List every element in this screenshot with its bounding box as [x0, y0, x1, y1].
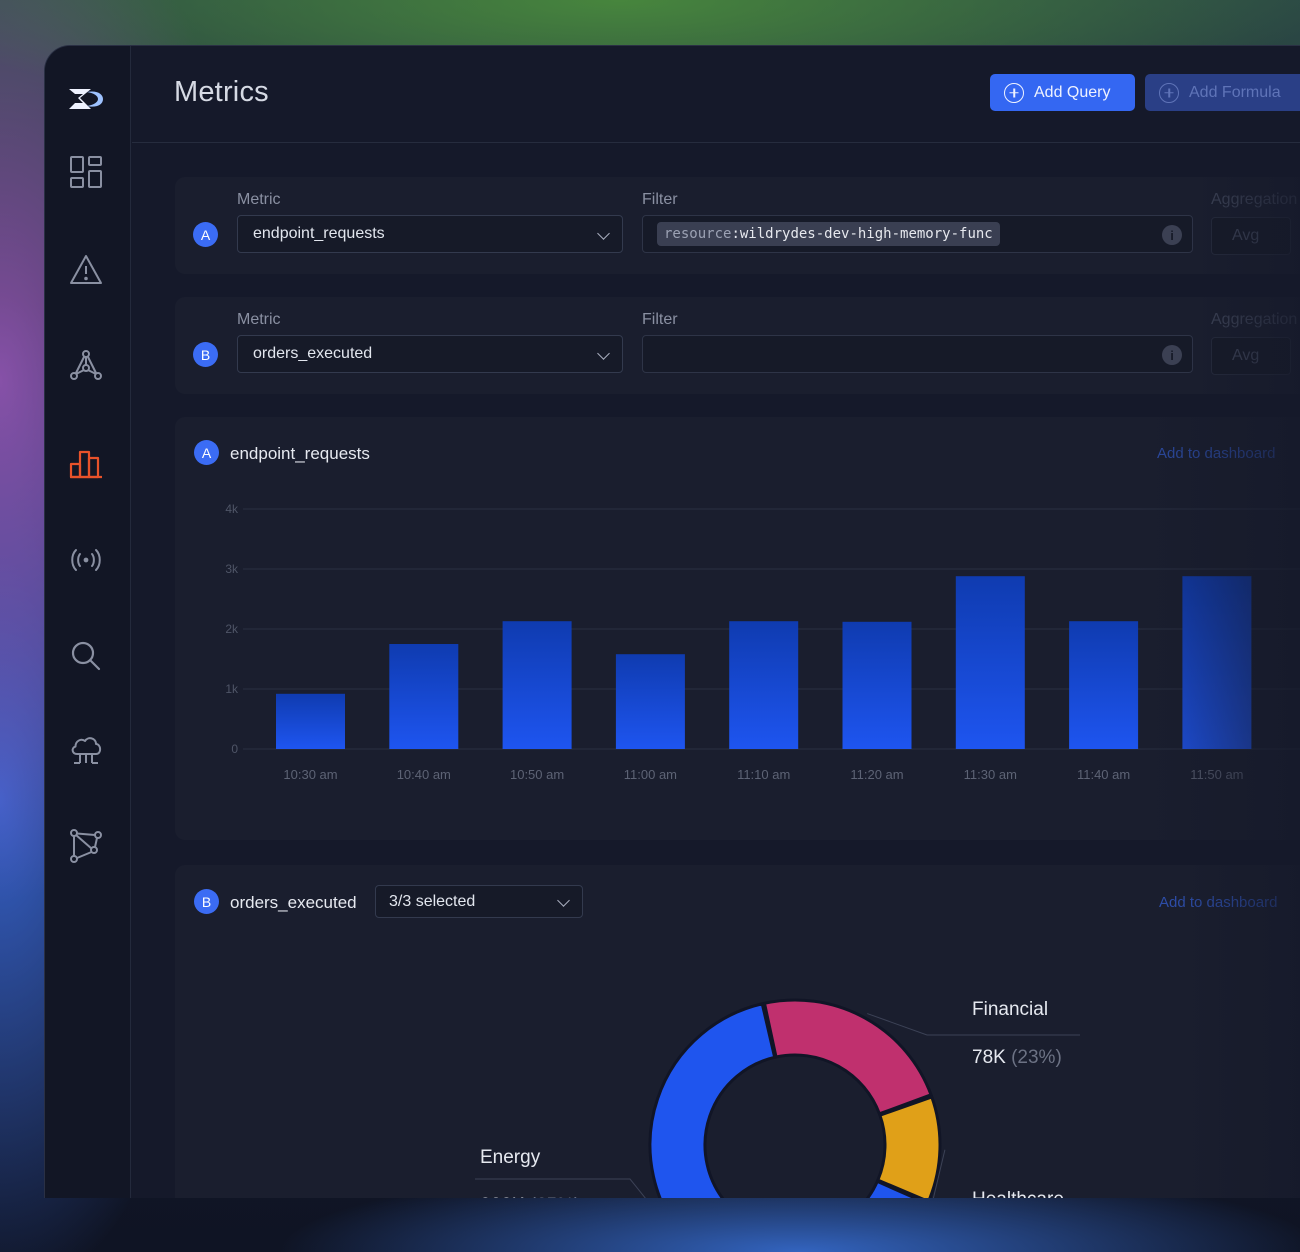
y-tick-label: 1k — [225, 682, 239, 696]
info-icon[interactable]: i — [1162, 225, 1182, 245]
x-tick-label: 10:30 am — [283, 767, 337, 782]
page-header: Metrics Add Query Add Formula — [132, 46, 1300, 143]
chart-title: endpoint_requests — [230, 444, 370, 463]
x-tick-label: 11:50 am — [1190, 767, 1243, 782]
x-tick-label: 10:50 am — [510, 767, 564, 782]
x-tick-label: 11:20 am — [850, 767, 903, 782]
filter-tag-value: :wildrydes-dev-high-memory-func — [731, 226, 993, 242]
add-formula-button[interactable]: Add Formula — [1145, 74, 1300, 111]
bar[interactable] — [729, 621, 799, 749]
metric-label: Metric — [237, 311, 281, 328]
x-tick-label: 11:10 am — [737, 767, 790, 782]
leader-line — [932, 1149, 946, 1198]
search-icon[interactable] — [68, 638, 104, 674]
pie-chart-panel: B orders_executed 3/3 selected Add to da… — [175, 865, 1300, 1198]
bar[interactable] — [1182, 576, 1252, 749]
aggregation-label: Aggregation — [1211, 311, 1298, 328]
x-tick-label: 11:40 am — [1077, 767, 1130, 782]
x-tick-label: 11:00 am — [624, 767, 677, 782]
service-map-icon[interactable] — [68, 348, 104, 384]
page-title: Metrics — [174, 76, 269, 108]
y-tick-label: 3k — [225, 562, 239, 576]
bar[interactable] — [502, 621, 572, 749]
filter-tag[interactable]: resource:wildrydes-dev-high-memory-func — [657, 222, 1000, 246]
sidebar — [45, 46, 131, 1198]
chart-title: orders_executed — [230, 893, 357, 912]
metric-select[interactable]: endpoint_requests — [237, 215, 623, 253]
leader-line — [475, 1178, 646, 1198]
add-formula-label: Add Formula — [1189, 83, 1281, 101]
y-tick-label: 2k — [225, 622, 239, 636]
add-to-dashboard-link[interactable]: Add to dashboard — [1157, 445, 1276, 462]
y-tick-label: 0 — [231, 742, 238, 756]
y-tick-label: 4k — [225, 502, 239, 516]
bar[interactable] — [955, 576, 1025, 749]
slice-percent: (65%) — [530, 1195, 581, 1198]
query-card-b: B Metric orders_executed Filter i Aggreg… — [175, 297, 1300, 394]
bar[interactable] — [1069, 621, 1139, 749]
dashboard-icon[interactable] — [68, 154, 104, 190]
app-window: Metrics Add Query Add Formula A Metric e… — [44, 45, 1300, 1198]
aggregation-label: Aggregation — [1211, 191, 1298, 208]
filter-label: Filter — [642, 191, 678, 208]
x-tick-label: 11:30 am — [964, 767, 1017, 782]
slice-label: Energy — [480, 1147, 541, 1168]
metric-label: Metric — [237, 191, 281, 208]
metric-select-value: endpoint_requests — [253, 225, 385, 242]
main-content: Metrics Add Query Add Formula A Metric e… — [132, 46, 1300, 1198]
bar[interactable] — [615, 654, 685, 749]
bar-chart-panel: A endpoint_requests Add to dashboard 0 1k… — [175, 417, 1300, 840]
filter-input[interactable]: i — [642, 335, 1193, 373]
slice-label: Healthcare — [972, 1189, 1064, 1198]
add-query-button[interactable]: Add Query — [990, 74, 1135, 111]
donut-slice[interactable] — [875, 1095, 942, 1198]
aggregation-select[interactable]: Avg — [1211, 337, 1291, 375]
workflow-icon[interactable] — [68, 828, 104, 864]
plus-circle-icon — [1159, 82, 1179, 103]
filter-tag-key: resource — [664, 226, 732, 242]
x-tick-label: 10:40 am — [397, 767, 451, 782]
chart-badge: B — [194, 889, 219, 914]
plus-circle-icon — [1004, 82, 1024, 103]
series-select[interactable]: 3/3 selected — [375, 885, 583, 918]
filter-input[interactable]: resource:wildrydes-dev-high-memory-func … — [642, 215, 1193, 253]
metric-select-value: orders_executed — [253, 345, 373, 362]
chevron-down-icon — [597, 347, 610, 360]
query-badge: B — [193, 342, 218, 367]
filter-label: Filter — [642, 311, 678, 328]
metric-select[interactable]: orders_executed — [237, 335, 623, 373]
leader-line — [867, 1013, 1080, 1036]
chart-badge: A — [194, 440, 219, 465]
cloud-icon[interactable] — [68, 732, 104, 768]
bar[interactable] — [389, 644, 459, 749]
slice-value: 220K (65%) — [480, 1195, 580, 1198]
query-badge: A — [193, 222, 218, 247]
aggregation-select[interactable]: Avg — [1211, 217, 1291, 255]
donut-slice[interactable] — [648, 1001, 928, 1198]
donut-slice[interactable] — [762, 998, 933, 1116]
add-query-label: Add Query — [1034, 83, 1111, 101]
bar-chart: 0 1k 2k 3k 4k 10:30 am 10:40 am 10:50 am 11:00 a… — [225, 502, 1300, 782]
bar[interactable] — [842, 621, 912, 749]
slice-percent: (23%) — [1011, 1047, 1062, 1068]
bar[interactable] — [276, 693, 345, 749]
chevron-down-icon — [597, 227, 610, 240]
slice-label: Financial — [972, 999, 1048, 1020]
query-card-a: A Metric endpoint_requests Filter resour… — [175, 177, 1300, 274]
info-icon[interactable]: i — [1162, 345, 1182, 365]
metrics-icon[interactable] — [68, 446, 104, 482]
alert-icon[interactable] — [68, 252, 104, 288]
app-logo-icon[interactable] — [67, 86, 107, 112]
broadcast-icon[interactable] — [68, 542, 104, 578]
slice-value: 78K (23%) — [972, 1047, 1062, 1068]
series-select-value: 3/3 selected — [389, 892, 476, 910]
